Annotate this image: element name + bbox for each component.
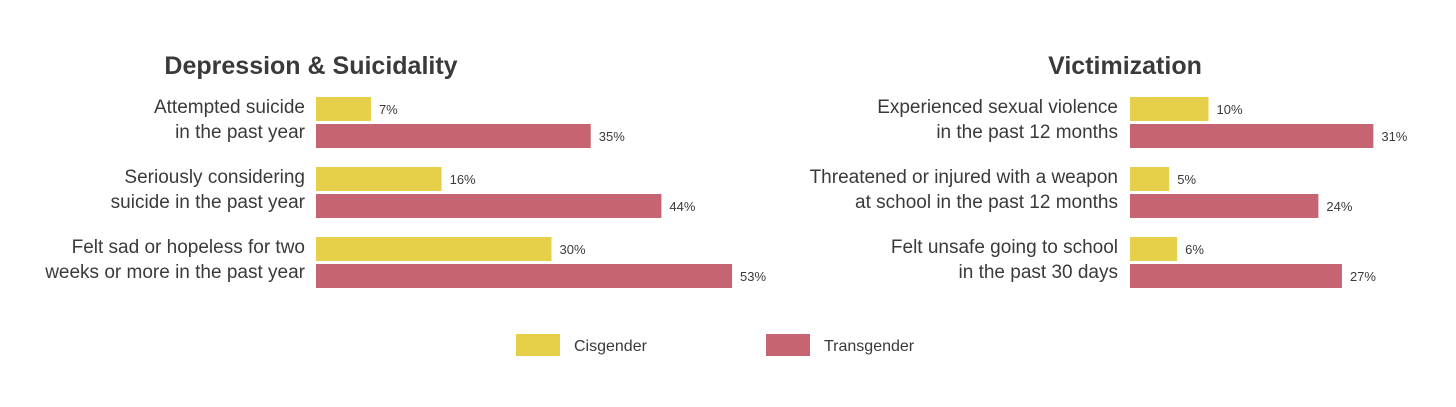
category-label: Felt sad or hopeless for two weeks or mor… [44, 237, 305, 283]
category-label: Seriously considering suicide in the past… [111, 167, 306, 213]
data-label: 10% [1217, 102, 1243, 117]
depression-chart: Depression & Suicidality Attempted suici… [44, 52, 767, 288]
category-label-line: in the past 30 days [959, 262, 1119, 283]
legend: Cisgender Transgender [516, 334, 915, 356]
category-label-line: suicide in the past year [111, 192, 306, 213]
category-label-line: Felt unsafe going to school [891, 237, 1118, 258]
data-label: 27% [1350, 269, 1376, 284]
category-label-line: weeks or more in the past year [44, 262, 305, 283]
bar-transgender [316, 124, 591, 148]
victimization-bars: Experienced sexual violence in the past 1… [810, 97, 1408, 288]
data-label: 30% [560, 242, 586, 257]
category-label-line: at school in the past 12 months [855, 192, 1118, 213]
bar-transgender [1130, 264, 1342, 288]
victimization-chart: Victimization Experienced sexual violenc… [810, 52, 1408, 288]
category-label-line: Experienced sexual violence [877, 97, 1118, 118]
bar-cisgender [1130, 97, 1209, 121]
category-label-line: Threatened or injured with a weapon [810, 167, 1118, 188]
data-label: 31% [1381, 129, 1407, 144]
category-label-line: Attempted suicide [154, 97, 305, 118]
category-label: Attempted suicide in the past year [154, 97, 306, 143]
legend-label-transgender: Transgender [824, 338, 915, 355]
data-label: 6% [1185, 242, 1204, 257]
legend-swatch-cisgender [516, 334, 560, 356]
category-label: Experienced sexual violence in the past 1… [877, 97, 1118, 143]
data-label: 53% [740, 269, 766, 284]
bar-cisgender [1130, 167, 1170, 191]
legend-swatch-transgender [766, 334, 810, 356]
data-label: 7% [379, 102, 398, 117]
data-label: 16% [450, 172, 476, 187]
bar-transgender [316, 194, 662, 218]
bar-transgender [1130, 194, 1319, 218]
category-label: Threatened or injured with a weapon at sc… [810, 167, 1118, 213]
bar-cisgender [1130, 237, 1178, 261]
chart-title: Depression & Suicidality [164, 52, 457, 80]
data-label: 24% [1326, 199, 1352, 214]
bar-transgender [316, 264, 733, 288]
legend-label-cisgender: Cisgender [574, 338, 648, 355]
data-label: 35% [599, 129, 625, 144]
data-label: 44% [669, 199, 695, 214]
depression-bars: Attempted suicide in the past year 7% 35% Se… [44, 97, 767, 288]
bar-cisgender [316, 97, 371, 121]
bar-transgender [1130, 124, 1374, 148]
bar-cisgender [316, 237, 552, 261]
chart-title: Victimization [1048, 52, 1202, 80]
category-label-line: in the past 12 months [936, 122, 1118, 143]
bar-cisgender [316, 167, 442, 191]
category-label-line: in the past year [175, 122, 306, 143]
category-label-line: Seriously considering [124, 167, 305, 188]
data-label: 5% [1177, 172, 1196, 187]
category-label-line: Felt sad or hopeless for two [72, 237, 305, 258]
category-label: Felt unsafe going to school in the past 3… [891, 237, 1118, 283]
